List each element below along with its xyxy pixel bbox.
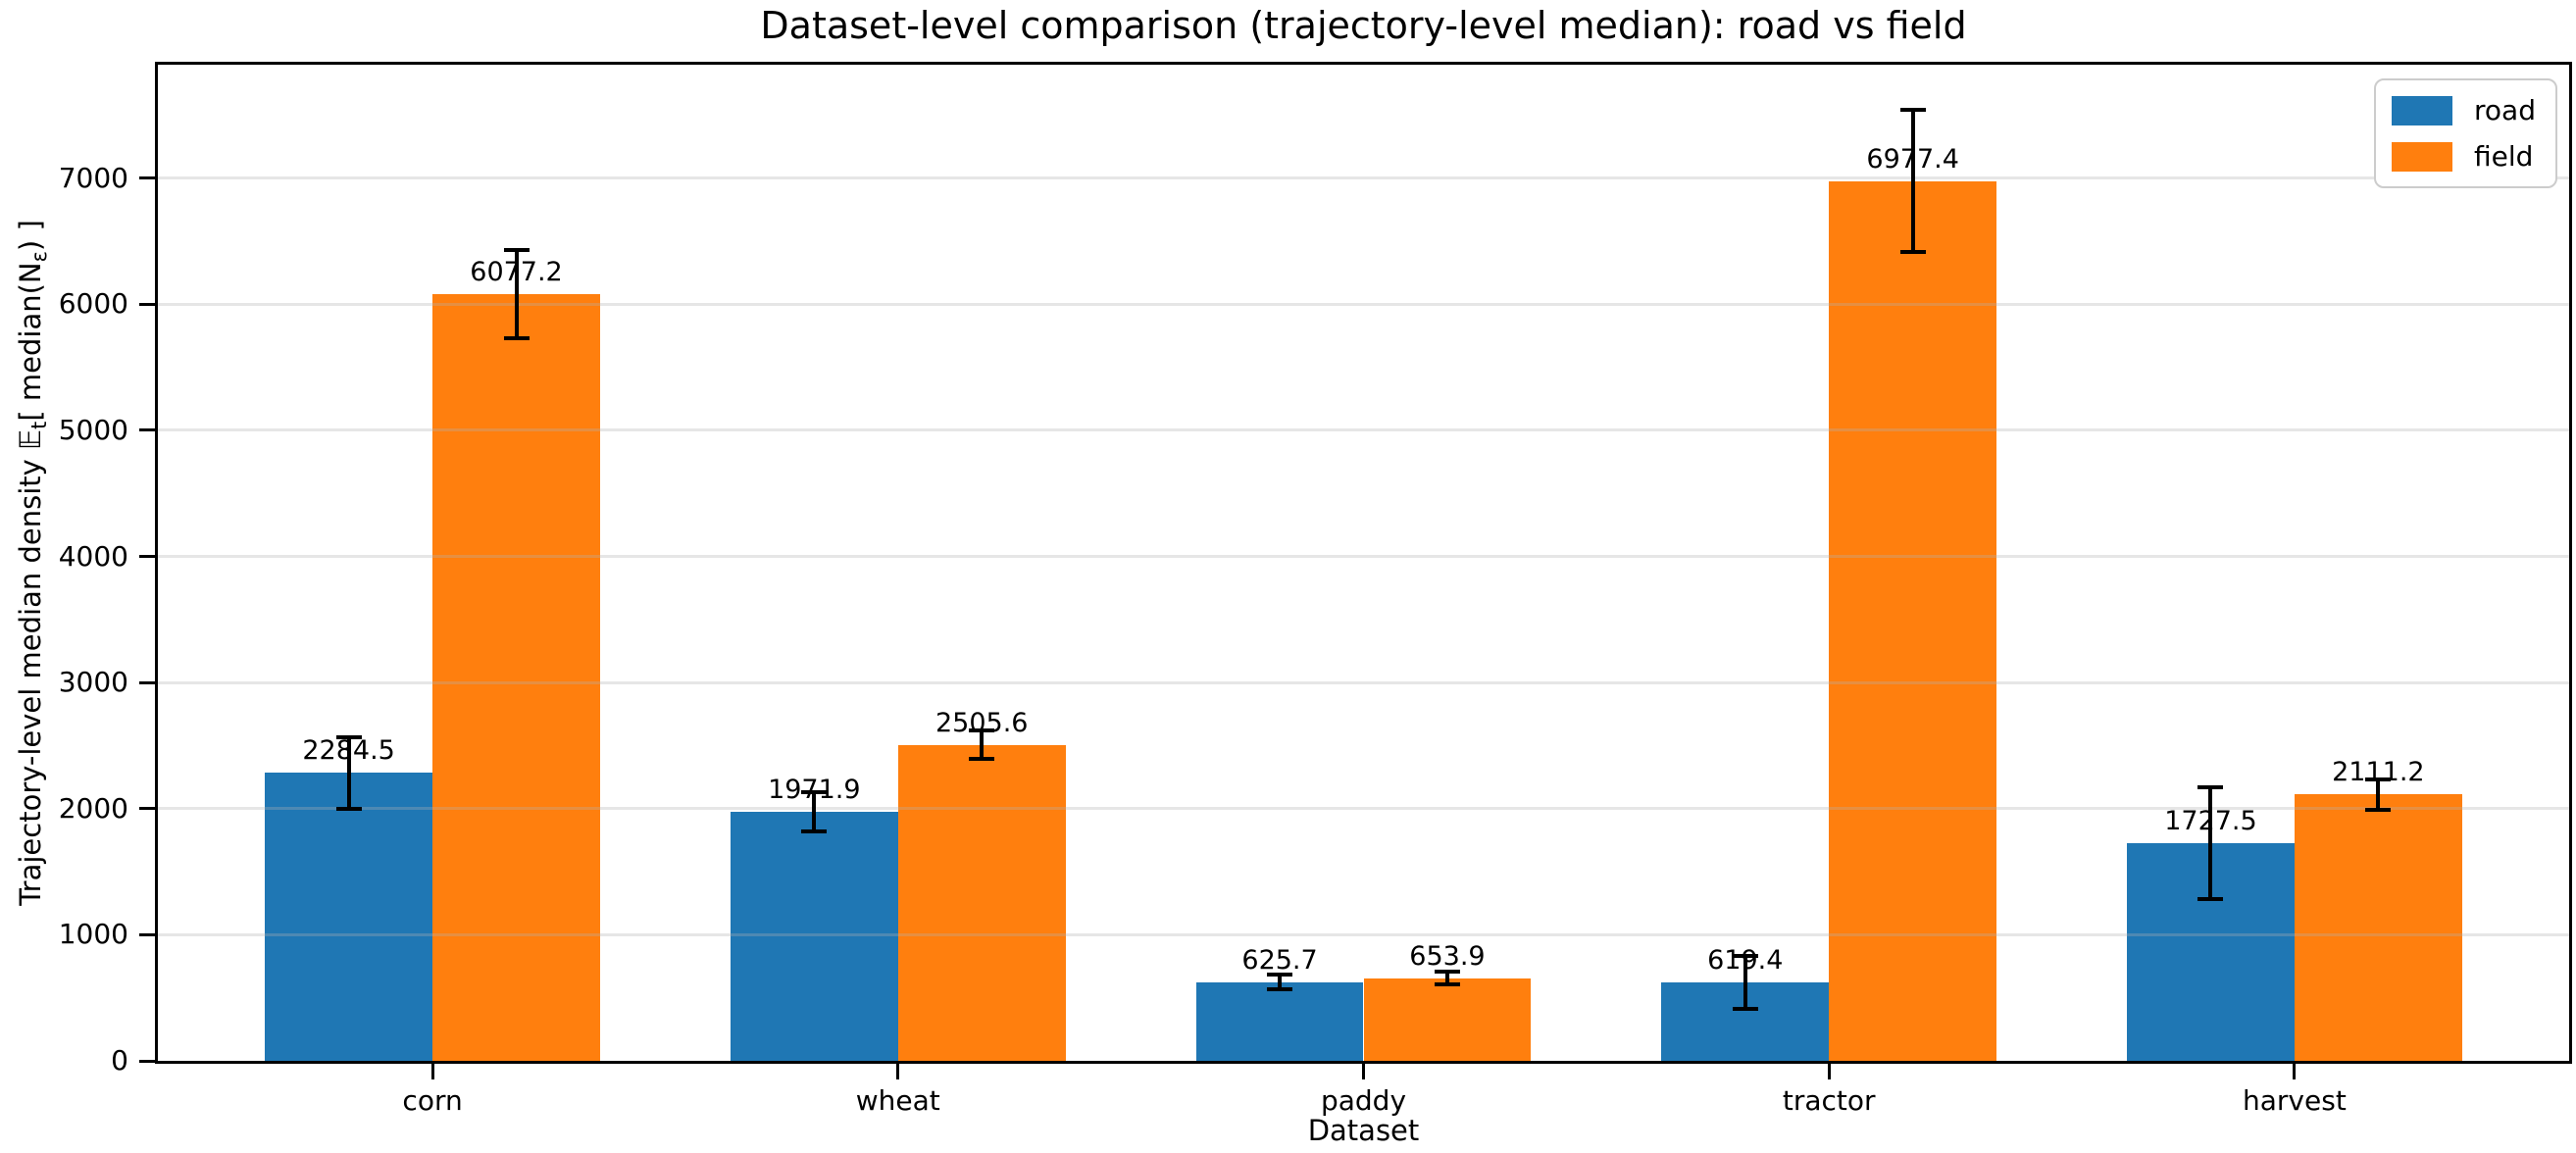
error-bar-cap — [969, 757, 995, 762]
error-bar-cap — [1434, 982, 1460, 987]
y-tick-label: 2000 — [58, 791, 128, 825]
bar-field-wheat — [897, 744, 1066, 1061]
gridline-y-4000 — [158, 555, 2569, 559]
bar-field-corn — [432, 294, 600, 1061]
error-bar-field-paddy — [1444, 972, 1449, 985]
bar-road-corn — [265, 773, 433, 1061]
gridline-y-6000 — [158, 302, 2569, 306]
y-tick-mark — [139, 302, 155, 306]
expectation-subscript: t — [27, 421, 52, 429]
bar-value-label: 1971.9 — [768, 775, 861, 806]
error-bar-cap — [1899, 107, 1926, 112]
bar-value-label: 625.7 — [1241, 944, 1318, 976]
error-bar-cap — [1732, 1007, 1758, 1012]
bar-field-harvest — [2294, 794, 2462, 1061]
chart-title: Dataset-level comparison (trajectory-lev… — [760, 4, 1967, 47]
x-tick-label-wheat: wheat — [855, 1084, 940, 1117]
bar-value-label: 1727.5 — [2164, 805, 2257, 836]
bar-field-paddy — [1363, 978, 1532, 1061]
legend-item-road: road — [2392, 94, 2536, 126]
error-bar-cap — [503, 248, 530, 253]
legend-item-field: field — [2392, 140, 2536, 173]
gridline-y-7000 — [158, 176, 2569, 180]
legend-label-road: road — [2474, 94, 2536, 126]
legend-label-field: field — [2474, 140, 2534, 173]
y-tick-mark — [139, 1059, 155, 1063]
y-tick-mark — [139, 807, 155, 811]
error-bar-field-tractor — [1910, 109, 1915, 253]
y-tick-mark — [139, 932, 155, 936]
legend: road field — [2374, 78, 2557, 188]
error-bar-cap — [1267, 972, 1293, 977]
error-bar-cap — [335, 806, 362, 811]
error-bar-cap — [2197, 784, 2224, 789]
bar-value-label: 2505.6 — [934, 707, 1029, 738]
y-tick-mark — [139, 555, 155, 559]
median-open: [ median(N — [13, 262, 47, 422]
y-tick-label: 7000 — [58, 161, 128, 194]
y-tick-label: 1000 — [58, 918, 128, 951]
x-tick-label-corn: corn — [402, 1084, 463, 1117]
error-bar-cap — [503, 336, 530, 341]
error-bar-cap — [335, 734, 362, 739]
error-bar-field-corn — [514, 250, 519, 339]
gridline-y-1000 — [158, 932, 2569, 936]
x-tick-mark — [896, 1064, 900, 1079]
median-close: ) ] — [13, 220, 47, 252]
error-bar-cap — [1732, 954, 1758, 959]
error-bar-cap — [1434, 970, 1460, 975]
error-bar-cap — [2365, 808, 2392, 813]
gridline-y-5000 — [158, 428, 2569, 432]
error-bar-road-tractor — [1743, 956, 1747, 1010]
error-bar-road-harvest — [2208, 786, 2213, 900]
plot-area: road field 0 1000 2000 3000 4000 5000 6000 7000… — [59, 62, 2572, 1117]
bar-value-label: 6977.4 — [1866, 143, 1959, 175]
x-axis-label: Dataset — [1307, 1114, 1420, 1147]
error-bar-cap — [1267, 987, 1293, 992]
error-bar-road-paddy — [1278, 974, 1283, 990]
error-bar-road-corn — [346, 736, 351, 809]
y-tick-label: 3000 — [58, 666, 128, 699]
y-tick-label: 4000 — [58, 539, 128, 573]
y-tick-label: 5000 — [58, 413, 128, 446]
gridline-y-2000 — [158, 807, 2569, 811]
error-bar-field-wheat — [980, 730, 985, 760]
error-bar-cap — [2197, 897, 2224, 902]
bar-value-label: 2284.5 — [302, 735, 395, 767]
y-tick-mark — [139, 176, 155, 180]
y-tick-label: 6000 — [58, 287, 128, 321]
bar-road-wheat — [730, 812, 898, 1061]
expectation-symbol: 𝔼 — [13, 428, 47, 450]
y-tick-mark — [139, 428, 155, 432]
x-tick-label-tractor: tractor — [1782, 1084, 1876, 1117]
bar-value-label: 2111.2 — [2332, 757, 2425, 788]
bar-value-label: 653.9 — [1409, 940, 1486, 972]
x-tick-mark — [1362, 1064, 1365, 1079]
bar-road-paddy — [1195, 981, 1364, 1061]
x-tick-mark — [2293, 1064, 2297, 1079]
error-bar-cap — [2365, 777, 2392, 781]
y-axis-label-text: Trajectory-level median density — [13, 449, 47, 906]
error-bar-cap — [969, 728, 995, 733]
bar-field-tractor — [1829, 180, 1997, 1061]
epsilon-subscript: ε — [27, 251, 52, 263]
y-tick-mark — [139, 680, 155, 684]
y-axis-label: Trajectory-level median density 𝔼t[ medi… — [14, 220, 51, 906]
x-tick-label-paddy: paddy — [1320, 1084, 1407, 1117]
gridline-y-3000 — [158, 680, 2569, 684]
bar-value-label: 6077.2 — [470, 257, 563, 288]
error-bar-cap — [801, 829, 828, 834]
x-tick-label-harvest: harvest — [2243, 1084, 2347, 1117]
error-bar-cap — [801, 790, 828, 795]
x-tick-mark — [430, 1064, 434, 1079]
error-bar-road-wheat — [812, 792, 817, 832]
error-bar-field-harvest — [2376, 778, 2381, 811]
legend-swatch-road — [2392, 95, 2453, 125]
x-tick-mark — [1827, 1064, 1831, 1079]
y-tick-label: 0 — [111, 1044, 128, 1077]
legend-swatch-field — [2392, 141, 2453, 172]
bar-value-label: 619.4 — [1707, 945, 1784, 977]
error-bar-cap — [1899, 250, 1926, 255]
